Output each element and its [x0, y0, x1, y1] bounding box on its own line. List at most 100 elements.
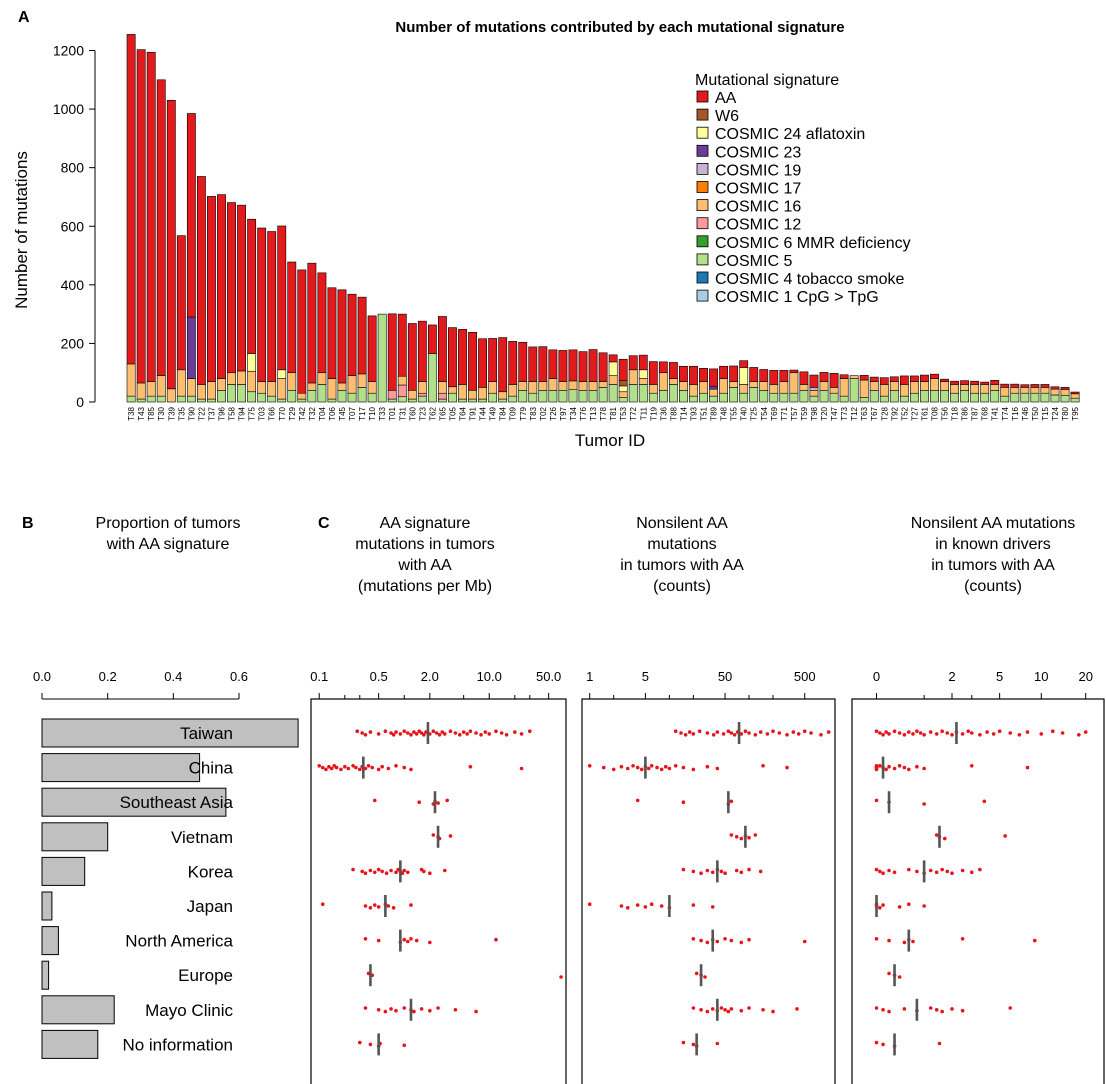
data-point — [802, 939, 807, 944]
bar-segment — [940, 381, 949, 391]
data-point — [878, 764, 882, 768]
bar-segment — [940, 378, 949, 382]
bar-segment — [247, 391, 257, 403]
legend-label: COSMIC 6 MMR deficiency — [715, 235, 911, 252]
bar-segment — [277, 369, 287, 379]
chart-b-title-line: with AA signature — [106, 536, 230, 553]
bar-segment — [257, 381, 267, 394]
data-point — [483, 730, 488, 734]
data-point — [753, 833, 758, 837]
data-point — [874, 729, 879, 733]
data-point — [357, 1040, 362, 1045]
bar-segment — [970, 392, 980, 403]
bar-segment — [207, 381, 216, 400]
bar-segment — [347, 375, 357, 394]
bar-segment — [317, 372, 327, 385]
data-point — [826, 730, 831, 734]
bar-segment — [1070, 393, 1080, 399]
data-point — [729, 938, 734, 943]
data-point — [380, 764, 384, 769]
bar-segment — [749, 381, 759, 388]
bar-segment — [779, 381, 789, 394]
x-tick-label: T29 — [288, 406, 297, 420]
data-point — [409, 733, 413, 737]
data-point — [681, 765, 686, 770]
bar-segment — [1020, 392, 1030, 403]
bar-segment — [889, 381, 899, 391]
x-tick-label: T31 — [398, 406, 407, 420]
x-tick-label: T33 — [378, 406, 387, 420]
bar-segment — [176, 235, 186, 371]
data-point — [417, 800, 422, 804]
bar-segment — [247, 218, 257, 354]
x-tick-label: T18 — [951, 406, 960, 420]
data-point — [785, 733, 789, 737]
bar-segment — [1000, 395, 1010, 403]
panel-c-nonsilent-driver-mutations: Nonsilent AA mutations in known drivers in… — [851, 515, 1105, 1084]
data-point — [663, 764, 668, 769]
data-point — [747, 867, 751, 872]
data-point — [394, 764, 398, 768]
bar-segment — [1030, 387, 1040, 394]
bar-segment — [759, 369, 769, 382]
bar-segment — [679, 381, 688, 391]
data-point — [1008, 731, 1013, 735]
data-point — [419, 1007, 424, 1011]
bar-segment — [739, 367, 749, 385]
data-point — [922, 766, 926, 771]
data-point — [915, 869, 919, 874]
bar-segment — [277, 225, 287, 371]
bar-segment — [377, 313, 387, 403]
bar-segment — [648, 361, 658, 385]
bar-segment — [1070, 397, 1080, 403]
bar-segment — [638, 354, 648, 371]
data-point — [643, 905, 648, 909]
bar-segment — [729, 365, 739, 382]
bar-segment — [357, 296, 367, 375]
bar-segment — [628, 355, 638, 371]
bar-segment — [227, 384, 236, 403]
data-point — [409, 767, 413, 772]
bar-segment — [1040, 384, 1050, 388]
bar-segment — [869, 389, 879, 403]
bar-segment — [578, 381, 588, 391]
bar-segment — [548, 378, 558, 391]
data-point — [902, 733, 907, 737]
bar-segment — [247, 370, 257, 393]
bar-segment — [618, 397, 628, 403]
panel-c-aa-mutations-per-mb: AA signature mutations in tumors with AA (m… — [310, 515, 567, 1084]
bar-segment — [829, 392, 839, 403]
bar-segment — [990, 384, 1000, 391]
bar-segment — [458, 329, 467, 385]
bar-segment — [839, 374, 849, 379]
bar-segment — [508, 341, 518, 385]
x-tick-label: T27 — [910, 406, 919, 420]
x-tick-label: T16 — [1011, 406, 1020, 420]
data-point — [383, 1009, 388, 1014]
dot-panel-title-line: in tumors with AA — [620, 557, 744, 574]
bar-segment — [909, 381, 919, 394]
x-tick-label: T97 — [559, 406, 568, 420]
bar-segment — [146, 395, 156, 403]
data-point — [802, 729, 807, 733]
bar-segment — [920, 389, 929, 403]
data-point — [691, 767, 696, 772]
data-point — [474, 1009, 478, 1014]
data-point — [732, 733, 737, 737]
bar-segment — [307, 262, 317, 384]
bar-segment — [679, 389, 688, 403]
data-point — [357, 767, 362, 772]
data-point — [673, 729, 678, 733]
x-tick-label: T06 — [328, 406, 337, 420]
bar-segment — [387, 389, 397, 400]
data-point — [414, 938, 419, 943]
x-tick-label: 0.0 — [33, 669, 51, 684]
bar-segment — [699, 368, 708, 382]
x-tick-label: T05 — [448, 406, 457, 420]
bar-segment — [668, 378, 678, 385]
data-point — [934, 732, 939, 736]
data-point — [902, 765, 907, 770]
bar-segment — [387, 313, 397, 391]
bar-segment — [1000, 383, 1010, 388]
data-point — [729, 833, 734, 837]
